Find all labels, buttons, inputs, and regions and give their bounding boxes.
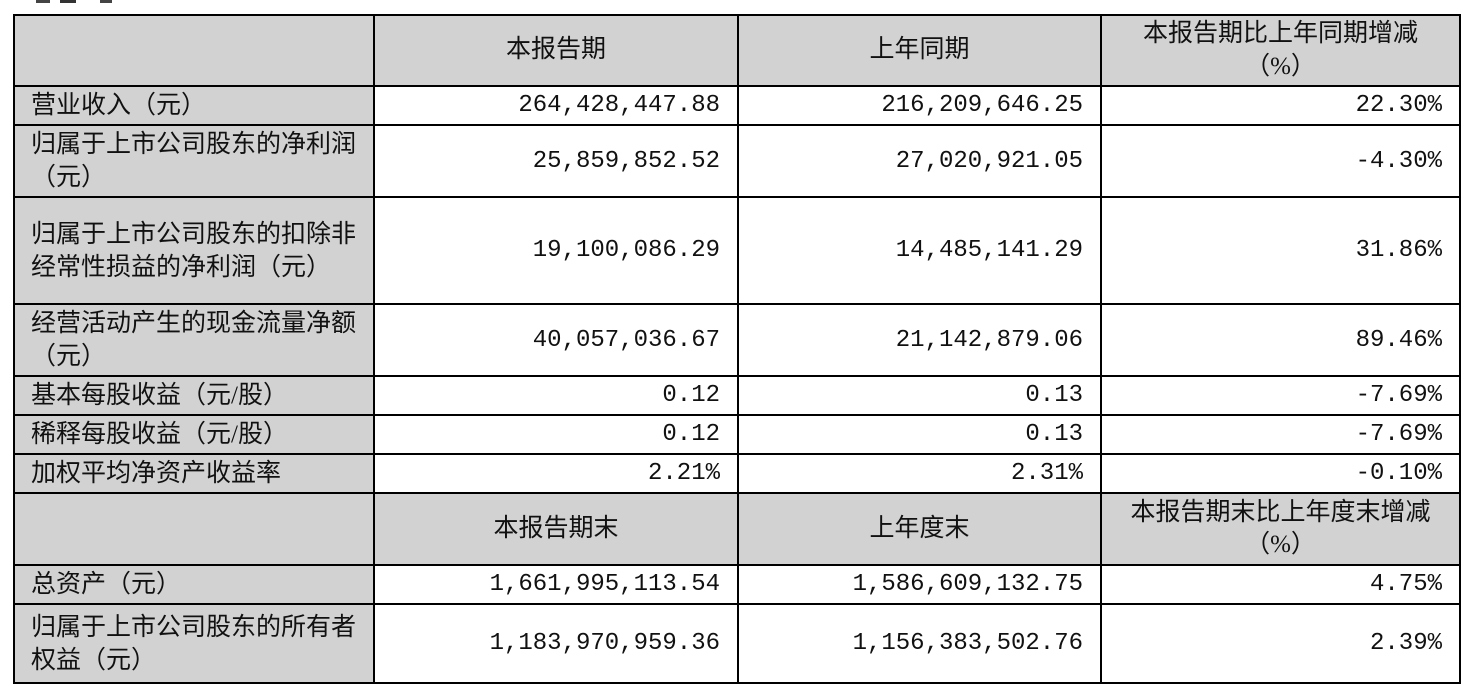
row-value-current: 0.12 xyxy=(373,375,739,416)
row-value-change: 31.86% xyxy=(1100,196,1461,305)
table-row-weighted-roe: 加权平均净资产收益率 2.21% 2.31% -0.10% xyxy=(13,453,1461,494)
row-label: 经营活动产生的现金流量净额（元） xyxy=(13,303,375,377)
row-value-prior: 216,209,646.25 xyxy=(737,85,1102,126)
row-label: 归属于上市公司股东的净利润（元） xyxy=(13,124,375,198)
header-row-period: 本报告期 上年同期 本报告期比上年同期增减 （%） xyxy=(13,14,1461,87)
row-value-current: 1,661,995,113.54 xyxy=(373,564,739,605)
row-value-change: -7.69% xyxy=(1100,414,1461,455)
row-value-prior: 2.31% xyxy=(737,453,1102,494)
cropped-text-fragment xyxy=(100,0,112,3)
row-value-change: 2.39% xyxy=(1100,603,1461,684)
row-label: 归属于上市公司股东的扣除非经常性损益的净利润（元） xyxy=(13,196,375,305)
cropped-text-fragment xyxy=(36,0,50,3)
header-current-period-end: 本报告期末 xyxy=(373,492,739,566)
header-metric-blank xyxy=(13,492,375,566)
header-metric-blank xyxy=(13,14,375,87)
row-value-current: 264,428,447.88 xyxy=(373,85,739,126)
row-value-change: 22.30% xyxy=(1100,85,1461,126)
row-value-prior: 21,142,879.06 xyxy=(737,303,1102,377)
header-change-period-end: 本报告期末比上年度末增减 （%） xyxy=(1100,492,1461,566)
table-row-basic-eps: 基本每股收益（元/股） 0.12 0.13 -7.69% xyxy=(13,375,1461,416)
row-value-change: 4.75% xyxy=(1100,564,1461,605)
row-value-current: 0.12 xyxy=(373,414,739,455)
header-change-period: 本报告期比上年同期增减 （%） xyxy=(1100,14,1461,87)
financial-summary-table: 本报告期 上年同期 本报告期比上年同期增减 （%） 营业收入（元） 264,42… xyxy=(13,14,1461,684)
row-value-current: 1,183,970,959.36 xyxy=(373,603,739,684)
row-value-current: 2.21% xyxy=(373,453,739,494)
table-row-owners-equity: 归属于上市公司股东的所有者权益（元） 1,183,970,959.36 1,15… xyxy=(13,603,1461,684)
row-value-current: 19,100,086.29 xyxy=(373,196,739,305)
row-value-prior: 0.13 xyxy=(737,375,1102,416)
row-label: 归属于上市公司股东的所有者权益（元） xyxy=(13,603,375,684)
row-value-prior: 1,586,609,132.75 xyxy=(737,564,1102,605)
row-label: 加权平均净资产收益率 xyxy=(13,453,375,494)
row-value-current: 25,859,852.52 xyxy=(373,124,739,198)
table-row-net-profit: 归属于上市公司股东的净利润（元） 25,859,852.52 27,020,92… xyxy=(13,124,1461,198)
row-label: 总资产（元） xyxy=(13,564,375,605)
row-value-change: -4.30% xyxy=(1100,124,1461,198)
table-row-operating-revenue: 营业收入（元） 264,428,447.88 216,209,646.25 22… xyxy=(13,85,1461,126)
table-row-net-profit-excl-nonrecurring: 归属于上市公司股东的扣除非经常性损益的净利润（元） 19,100,086.29 … xyxy=(13,196,1461,305)
row-label: 营业收入（元） xyxy=(13,85,375,126)
row-value-change: -7.69% xyxy=(1100,375,1461,416)
header-prior-period: 上年同期 xyxy=(737,14,1102,87)
table-row-diluted-eps: 稀释每股收益（元/股） 0.12 0.13 -7.69% xyxy=(13,414,1461,455)
row-value-prior: 27,020,921.05 xyxy=(737,124,1102,198)
row-label: 稀释每股收益（元/股） xyxy=(13,414,375,455)
row-value-prior: 1,156,383,502.76 xyxy=(737,603,1102,684)
row-value-change: 89.46% xyxy=(1100,303,1461,377)
row-value-current: 40,057,036.67 xyxy=(373,303,739,377)
table-row-operating-cash-flow: 经营活动产生的现金流量净额（元） 40,057,036.67 21,142,87… xyxy=(13,303,1461,377)
row-value-change: -0.10% xyxy=(1100,453,1461,494)
header-row-snapshot: 本报告期末 上年度末 本报告期末比上年度末增减 （%） xyxy=(13,492,1461,566)
row-label: 基本每股收益（元/股） xyxy=(13,375,375,416)
header-prior-year-end: 上年度末 xyxy=(737,492,1102,566)
header-current-period: 本报告期 xyxy=(373,14,739,87)
table-row-total-assets: 总资产（元） 1,661,995,113.54 1,586,609,132.75… xyxy=(13,564,1461,605)
row-value-prior: 0.13 xyxy=(737,414,1102,455)
cropped-text-fragment xyxy=(60,0,76,3)
row-value-prior: 14,485,141.29 xyxy=(737,196,1102,305)
